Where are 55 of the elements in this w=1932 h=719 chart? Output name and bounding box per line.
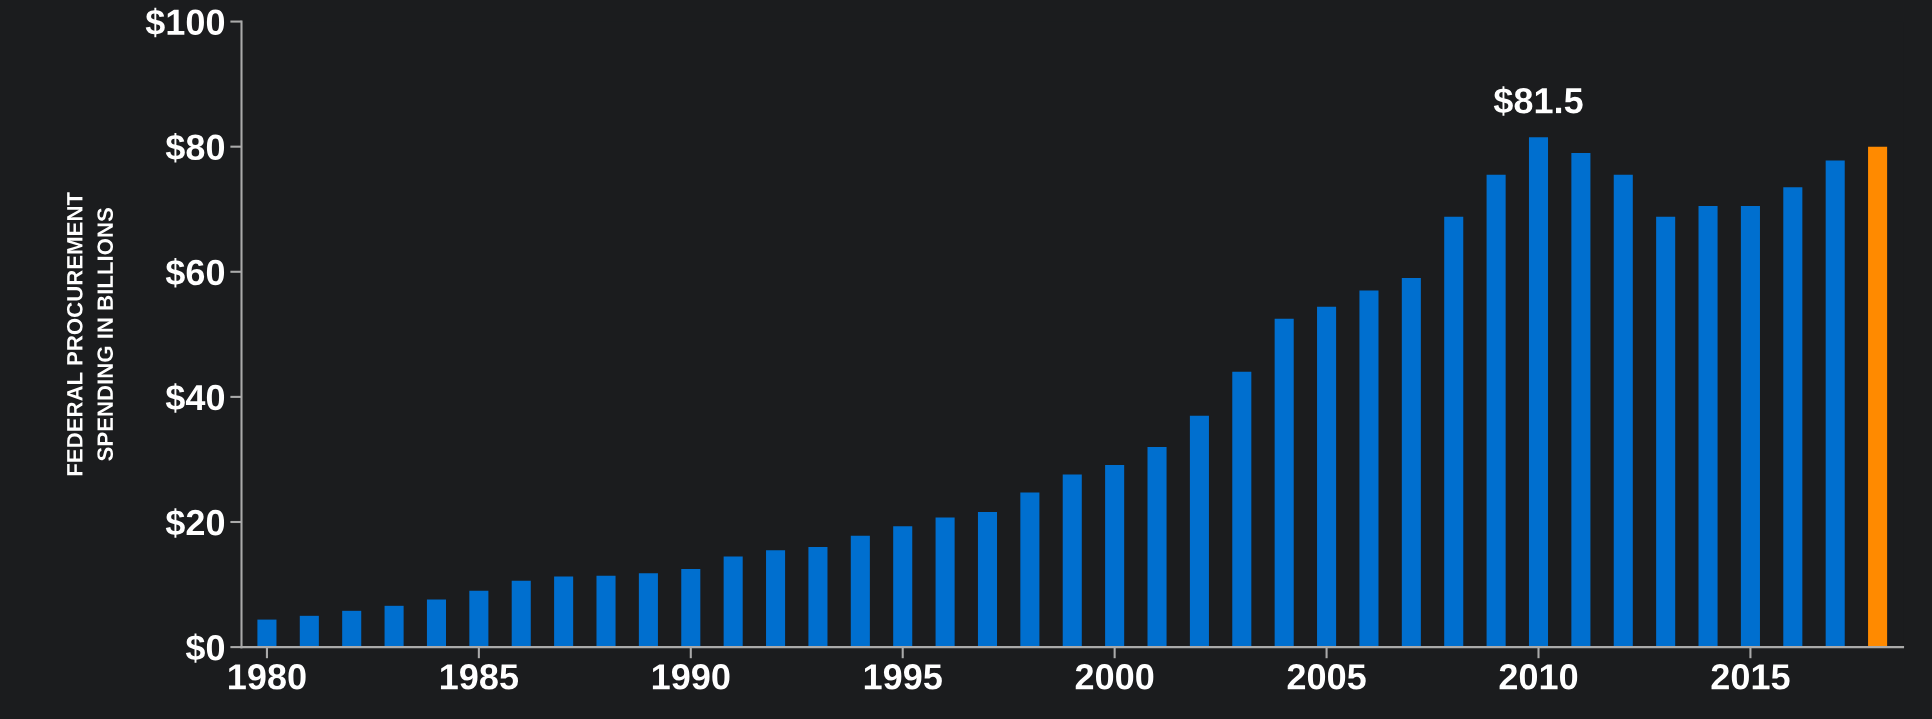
y-tick-label: $80 xyxy=(165,132,225,163)
bar xyxy=(1698,206,1718,648)
y-tick-label: $100 xyxy=(145,7,225,38)
bar xyxy=(299,615,319,648)
bar xyxy=(1020,492,1040,648)
bar xyxy=(1105,465,1125,648)
bar xyxy=(681,568,701,648)
bar xyxy=(1232,371,1252,648)
x-tick-label: 1995 xyxy=(864,664,942,690)
x-tick-label: 1980 xyxy=(229,664,306,690)
bar xyxy=(1317,306,1337,648)
bar xyxy=(977,511,998,648)
x-tick-label: 2015 xyxy=(1711,664,1790,690)
bar xyxy=(1062,474,1082,648)
bar xyxy=(638,573,658,648)
bar xyxy=(1147,446,1167,648)
y-axis-title: FEDERAL PROCUREMENT SPENDING IN BILLIONS xyxy=(66,192,114,476)
bar xyxy=(1274,318,1294,648)
x-tick-label: 2000 xyxy=(1075,664,1154,690)
bar xyxy=(426,599,447,648)
x-tick-label: 2010 xyxy=(1499,664,1578,690)
bar xyxy=(554,576,574,648)
bar xyxy=(1571,152,1591,648)
bar xyxy=(766,550,786,648)
bar xyxy=(511,580,531,648)
bar xyxy=(342,610,362,648)
bar xyxy=(257,619,277,648)
x-tick-label: 1985 xyxy=(440,664,519,690)
bar xyxy=(384,605,404,648)
bar xyxy=(1401,278,1421,648)
bar xyxy=(596,575,616,648)
bar xyxy=(1740,206,1760,648)
bar xyxy=(1656,216,1676,648)
bar xyxy=(1444,216,1464,648)
x-tick-label: 2005 xyxy=(1287,664,1366,690)
bar xyxy=(850,535,870,648)
bar xyxy=(1783,187,1803,648)
y-tick-label: $40 xyxy=(165,383,225,413)
bar xyxy=(1528,137,1549,648)
bar xyxy=(808,547,828,648)
bar xyxy=(469,590,489,648)
y-tick-label: $60 xyxy=(165,258,225,288)
bar xyxy=(1825,160,1845,648)
bar xyxy=(1613,174,1633,648)
annotation: $81.5 xyxy=(1493,86,1583,116)
bar xyxy=(935,517,955,648)
bar xyxy=(1359,290,1379,648)
bar xyxy=(1486,174,1506,648)
bar xyxy=(893,526,913,648)
x-tick-label: 1990 xyxy=(652,664,730,690)
y-tick-label: $0 xyxy=(185,633,225,663)
bar xyxy=(1189,415,1209,648)
y-tick-label: $20 xyxy=(165,508,225,538)
bar xyxy=(1868,146,1888,648)
bar xyxy=(723,556,743,648)
